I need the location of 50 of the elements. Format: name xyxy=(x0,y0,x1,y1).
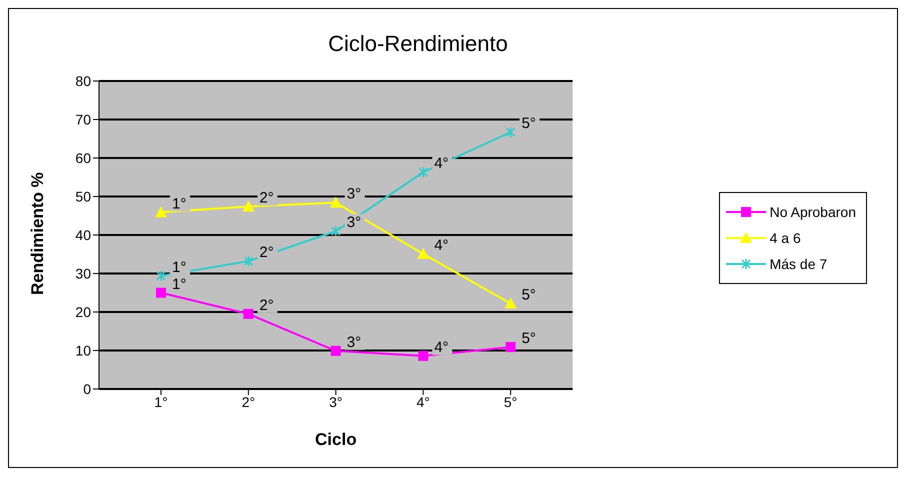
annotation: 5° xyxy=(522,286,536,304)
legend-label: Más de 7 xyxy=(770,255,828,274)
annotation: 3° xyxy=(346,214,362,232)
y-tick-label: 50 xyxy=(75,188,92,204)
annotation: 2° xyxy=(259,190,274,207)
legend-label: No Aprobaron xyxy=(770,203,856,222)
annotation: 4° xyxy=(434,236,449,254)
y-axis-title: Rendimiento % xyxy=(28,172,48,295)
y-tick-label: 60 xyxy=(75,150,92,166)
point xyxy=(418,350,428,361)
point xyxy=(506,342,516,352)
point xyxy=(242,200,254,212)
point xyxy=(506,126,516,138)
legend-label: 4 a 6 xyxy=(770,229,801,248)
point xyxy=(156,270,166,282)
point xyxy=(418,166,428,178)
annotation: 1° xyxy=(172,195,186,212)
point xyxy=(244,255,254,267)
annotation: 5° xyxy=(522,330,536,348)
annotation: 3° xyxy=(346,334,362,351)
chart-title: Ciclo-Rendimiento xyxy=(327,31,509,57)
y-tick-label: 40 xyxy=(75,226,92,243)
point xyxy=(330,346,341,356)
annotation: 4° xyxy=(434,155,449,172)
point xyxy=(155,206,167,218)
y-tick-label: 20 xyxy=(75,304,92,320)
y-tick-label: 0 xyxy=(83,380,92,397)
y-tick-label: 10 xyxy=(75,342,92,358)
x-tick-label: 5° xyxy=(504,394,518,410)
x-axis-title: Ciclo xyxy=(315,430,357,449)
annotation: 2° xyxy=(259,244,274,262)
annotation: 1° xyxy=(172,258,186,276)
x-tick-label: 4° xyxy=(416,394,430,410)
point xyxy=(331,225,341,237)
y-tick-label: 80 xyxy=(75,72,92,89)
annotation: 3° xyxy=(346,186,362,203)
annotation: 2° xyxy=(259,296,274,314)
point xyxy=(243,308,254,319)
x-tick-label: 1° xyxy=(154,394,168,410)
x-tick-label: 2° xyxy=(242,394,256,410)
annotation: 4° xyxy=(434,338,449,356)
y-tick-label: 70 xyxy=(75,111,92,128)
x-tick-label: 3° xyxy=(329,394,342,410)
point xyxy=(417,248,430,259)
annotation: 1° xyxy=(172,276,186,293)
point xyxy=(156,288,166,298)
point xyxy=(504,298,517,309)
y-tick-label: 30 xyxy=(75,265,92,282)
annotation: 5° xyxy=(522,115,536,132)
point xyxy=(330,196,342,208)
